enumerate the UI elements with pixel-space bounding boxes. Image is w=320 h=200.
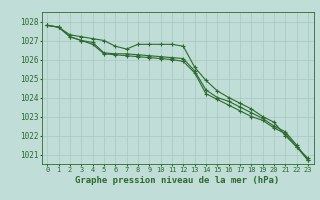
X-axis label: Graphe pression niveau de la mer (hPa): Graphe pression niveau de la mer (hPa): [76, 176, 280, 185]
